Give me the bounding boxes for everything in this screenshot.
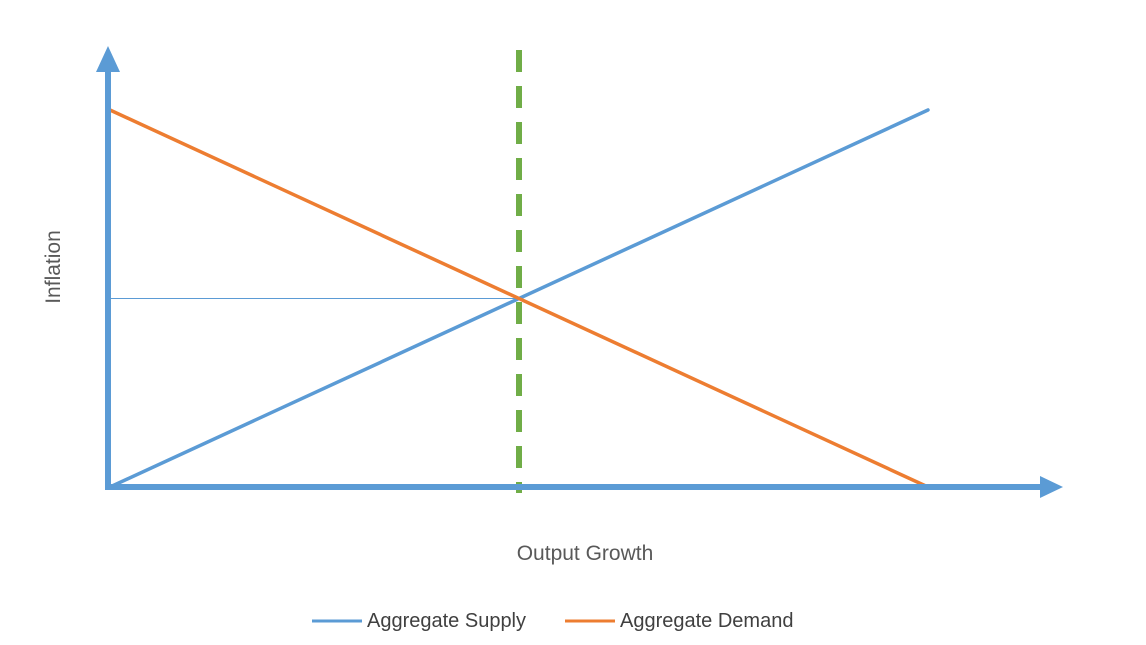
legend-label-aggregate-demand: Aggregate Demand bbox=[620, 610, 793, 632]
legend-label-aggregate-supply: Aggregate Supply bbox=[367, 610, 526, 632]
x-axis-title: Output Growth bbox=[517, 542, 654, 565]
legend: Aggregate Supply Aggregate Demand bbox=[312, 610, 793, 632]
reference-lines bbox=[110, 50, 522, 493]
x-axis-arrow-icon bbox=[1040, 476, 1063, 498]
y-axis-arrow-icon bbox=[96, 46, 120, 72]
series-line-aggregate-demand bbox=[108, 108, 930, 489]
series-lines bbox=[108, 108, 930, 489]
y-axis-title: Inflation bbox=[42, 230, 65, 304]
